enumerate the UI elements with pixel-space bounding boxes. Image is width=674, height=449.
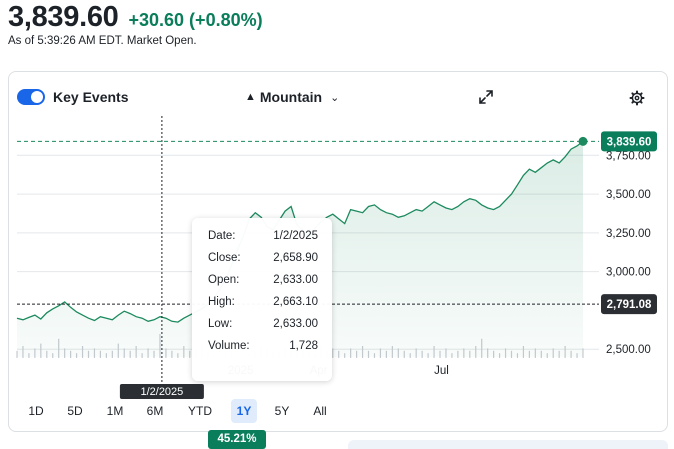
tooltip-label: Close: — [208, 252, 241, 264]
price-row: 3,839.60 +30.60 (+0.80%) — [8, 0, 263, 34]
toggle-switch[interactable] — [17, 89, 45, 105]
market-timestamp: As of 5:39:26 AM EDT. Market Open. — [8, 35, 197, 47]
range-selector: 1D 5D 1M 6M YTD 1Y 5Y All — [17, 399, 339, 423]
x-tick-label: Jul — [434, 365, 449, 377]
chart-type-label: Mountain — [259, 89, 323, 105]
tooltip-label: High: — [208, 296, 235, 308]
range-button-1m[interactable]: 1M — [106, 404, 124, 418]
tooltip-row: Open: 2,633.00 — [208, 273, 318, 295]
last-price-tag — [601, 131, 657, 152]
key-events-toggle[interactable]: Key Events — [17, 89, 128, 105]
tooltip-value: 1/2/2025 — [273, 230, 318, 242]
price-change: +30.60 (+0.80%) — [128, 10, 263, 30]
range-button-6m[interactable]: 6M — [146, 404, 164, 418]
tooltip-row: Low: 2,633.00 — [208, 317, 318, 339]
crosshair-value-tag — [601, 294, 657, 315]
chevron-down-icon: ⌄ — [330, 91, 340, 104]
crosshair-date-label: 1/2/2025 — [140, 386, 183, 398]
range-button-1y[interactable]: 1Y — [231, 399, 257, 423]
data-tooltip: Date: 1/2/2025 Close: 2,658.90 Open: 2,633.00… — [192, 218, 332, 381]
tooltip-value: 2,633.00 — [273, 274, 318, 286]
crosshair-value-label: 2,791.08 — [607, 299, 652, 311]
range-button-all[interactable]: All — [313, 404, 327, 418]
range-button-1d[interactable]: 1D — [28, 404, 44, 418]
tooltip-value: 2,633.00 — [273, 318, 318, 330]
range-button-5y[interactable]: 5Y — [274, 404, 290, 418]
chart-type-dropdown[interactable]: ▲ Mountain ⌄ — [245, 89, 339, 105]
y-tick-label: 3,250.00 — [606, 228, 651, 240]
range-change-badge: 45.21% — [208, 430, 266, 449]
tooltip-label: Date: — [208, 230, 236, 242]
range-button-ytd[interactable]: YTD — [188, 404, 212, 418]
tooltip-row: Close: 2,658.90 — [208, 251, 318, 273]
last-price-dot — [578, 136, 588, 146]
last-price-tag-label: 3,839.60 — [607, 136, 652, 148]
y-tick-label: 3,500.00 — [606, 189, 651, 201]
crosshair-date-tag — [119, 384, 204, 399]
side-panel-partial — [348, 440, 668, 449]
tooltip-label: Open: — [208, 274, 240, 286]
tooltip-value: 2,663.10 — [273, 296, 318, 308]
current-price: 3,839.60 — [8, 1, 119, 33]
range-button-5d[interactable]: 5D — [67, 404, 83, 418]
tooltip-label: Volume: — [208, 340, 250, 352]
tooltip-value: 2,658.90 — [273, 252, 318, 264]
expand-icon[interactable] — [479, 90, 493, 104]
tooltip-row: High: 2,663.10 — [208, 295, 318, 317]
mountain-icon: ▲ — [245, 91, 256, 103]
y-tick-label: 2,500.00 — [606, 344, 651, 356]
key-events-label: Key Events — [53, 89, 129, 105]
chart-card: 3,750.00 3,500.00 3,250.00 3,000.00 2,500.00… — [8, 71, 668, 432]
tooltip-row: Date: 1/2/2025 — [208, 229, 318, 251]
tooltip-row: Volume: 1,728 — [208, 339, 318, 361]
price-chart[interactable]: 3,750.00 3,500.00 3,250.00 3,000.00 2,500.00… — [9, 72, 669, 433]
tooltip-value: 1,728 — [289, 340, 318, 352]
quote-header: 3,839.60 +30.60 (+0.80%) As of 5:39:26 A… — [8, 0, 263, 56]
gear-icon[interactable] — [629, 90, 645, 106]
y-tick-label: 3,000.00 — [606, 267, 651, 279]
tooltip-label: Low: — [208, 318, 233, 330]
y-tick-label: 3,750.00 — [606, 150, 651, 162]
